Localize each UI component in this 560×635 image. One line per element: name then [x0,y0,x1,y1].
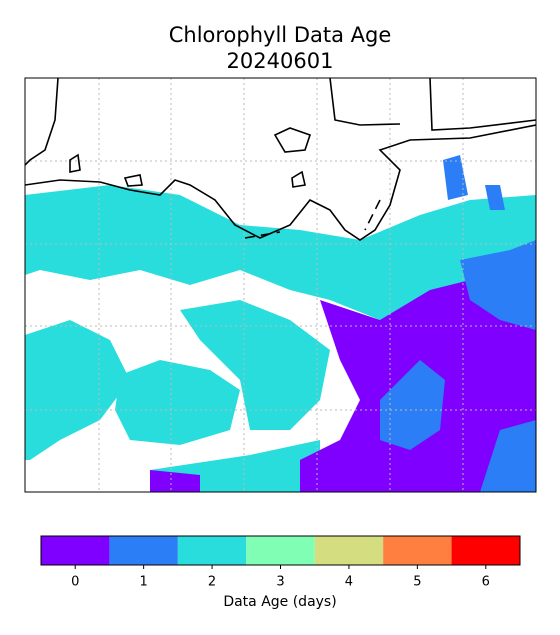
colorbar-tick-label: 3 [276,575,284,590]
colorbar-frame [40,535,521,566]
colorbar-segment [451,536,520,565]
coastline [25,124,536,241]
cyan-region [25,320,130,460]
colorbar-segment [41,536,110,565]
colorbar: 0 1 2 3 4 5 6 [40,535,521,590]
island [69,127,312,188]
colorbar-tick-label: 5 [413,575,421,590]
map-frame [24,77,537,493]
cyan-region [180,300,330,430]
colorbar-label: Data Age (days) [223,594,336,610]
colorbar-tick-label: 4 [345,575,353,590]
blue-region [460,240,536,330]
colorbar-segment [314,536,384,565]
coastline [25,78,536,166]
map-area [25,78,536,492]
blue-region [480,420,536,492]
colorbar-tick-label: 0 [71,575,79,590]
blue-region [443,155,468,200]
purple-region [150,470,200,492]
colorbar-tick-label: 1 [140,575,148,590]
colorbar-tick-label: 2 [208,575,216,590]
colorbar-segment [177,536,247,565]
colorbar-segment [383,536,452,565]
colorbar-segment [246,536,315,565]
map-subtitle: 20240601 [227,49,334,73]
colorbar-segment [109,536,178,565]
blue-region [380,360,445,450]
grid [25,78,536,492]
coastline [244,199,381,239]
colorbar-tick-label: 6 [482,575,490,590]
map-title: Chlorophyll Data Age [169,23,392,47]
cyan-region [115,360,240,445]
blue-region [485,185,505,210]
cyan-region [25,185,536,330]
